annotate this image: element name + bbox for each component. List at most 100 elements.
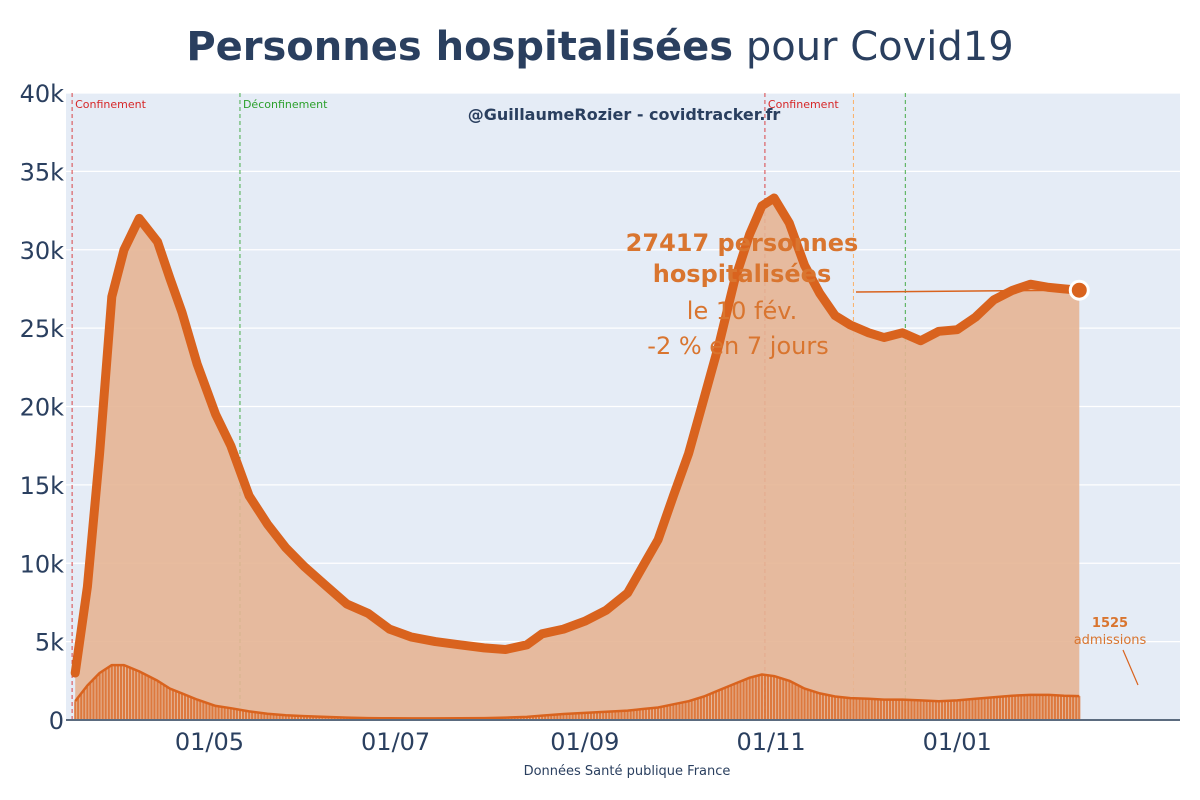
admissions-bar (281, 715, 284, 720)
admissions-bar (150, 677, 153, 720)
admissions-bar (687, 701, 690, 720)
admissions-bar (559, 714, 562, 720)
admissions-bar (675, 703, 678, 720)
admissions-bar (834, 696, 837, 720)
chart-title: Personnes hospitalisées pour Covid19 (0, 24, 1200, 70)
admissions-bar (947, 700, 950, 720)
admissions-bar (773, 676, 776, 720)
admissions-bar (1044, 694, 1047, 720)
admissions-bar (589, 712, 593, 720)
admissions-bar (672, 704, 675, 720)
admissions-bar (959, 700, 962, 720)
admissions-bar (568, 713, 571, 720)
admissions-bar (574, 713, 577, 720)
admissions-bar (260, 712, 263, 720)
admissions-bar (122, 665, 126, 720)
admissions-bar (193, 698, 196, 720)
admissions-bar (937, 701, 940, 720)
admissions-bar (217, 706, 220, 720)
admissions-bar (229, 708, 232, 720)
admissions-bar (763, 674, 767, 720)
admissions-bar (235, 709, 238, 720)
admissions-bar (815, 692, 818, 720)
admissions-bars (74, 665, 1081, 720)
admissions-bar (721, 689, 724, 720)
admissions-bar (812, 691, 815, 720)
admissions-bar (1008, 696, 1011, 720)
admissions-bar (788, 680, 791, 720)
admissions-bar (873, 699, 876, 720)
chart-title-rest: pour Covid19 (733, 24, 1014, 70)
source-note: Données Santé publique France (523, 764, 731, 779)
event-label: Confinement (75, 98, 147, 111)
admissions-bar (745, 678, 748, 720)
admissions-bar (336, 717, 339, 720)
admissions-bar (663, 706, 666, 720)
admissions-bar (1056, 695, 1059, 720)
admissions-bar (635, 709, 638, 720)
admissions-bar (605, 711, 608, 720)
admissions-bar (992, 697, 995, 720)
admissions-bar (950, 700, 953, 720)
admissions-bar (889, 699, 892, 720)
admissions-bar (614, 711, 617, 720)
admissions-bar (708, 694, 712, 720)
admissions-bar (263, 713, 266, 720)
admissions-bar (327, 717, 330, 720)
admissions-bar (541, 715, 544, 720)
admissions-bar (1069, 695, 1072, 720)
admissions-bar (104, 669, 107, 720)
admissions-bar (730, 685, 733, 720)
admissions-bar (156, 680, 159, 720)
admissions-label: admissions (1074, 633, 1147, 648)
admissions-bar (626, 710, 629, 720)
admissions-bar (77, 697, 80, 720)
admissions-bar (287, 715, 290, 720)
admissions-bar (184, 694, 187, 720)
watermark: @GuillaumeRozier - covidtracker.fr (468, 105, 781, 124)
admissions-bar (892, 699, 895, 720)
admissions-bar (580, 713, 583, 720)
admissions-bar (867, 698, 870, 720)
admissions-bar (989, 697, 992, 720)
admissions-bar (623, 710, 626, 720)
admissions-bar (153, 679, 156, 720)
admissions-bar (534, 716, 538, 720)
admissions-bar (275, 714, 278, 720)
admissions-bar (510, 717, 513, 720)
admissions-bar (849, 698, 852, 720)
admissions-value: 1525 (1092, 616, 1128, 631)
admissions-bar (666, 705, 669, 720)
y-tick-label: 20k (20, 394, 65, 422)
admissions-bar (910, 700, 913, 720)
admissions-bar (525, 716, 528, 720)
admissions-bar (748, 677, 751, 720)
admissions-bar (159, 682, 162, 720)
admissions-bar (934, 701, 937, 720)
admissions-bar (983, 698, 986, 720)
admissions-bar (254, 712, 257, 720)
x-tick-label: 01/11 (736, 728, 805, 756)
admissions-bar (882, 699, 886, 720)
admissions-bar (171, 689, 174, 720)
admissions-bar (803, 688, 806, 720)
event-markers: Confinement Déconfinement Confinement (71, 93, 906, 720)
admissions-bar (1011, 695, 1014, 720)
y-tick-label: 40k (20, 80, 65, 108)
admissions-bar (330, 717, 333, 720)
admissions-bar (919, 700, 922, 720)
admissions-bar (733, 683, 736, 720)
admissions-bar (1059, 695, 1063, 720)
admissions-bar (617, 711, 620, 720)
admissions-bar (1035, 694, 1038, 720)
admissions-bar (977, 698, 980, 720)
admissions-bar (1001, 696, 1005, 720)
admissions-bar (925, 700, 928, 720)
admissions-bar (107, 667, 110, 720)
admissions-bar (895, 699, 898, 720)
admissions-bar (638, 709, 641, 720)
y-tick-label: 30k (20, 237, 65, 265)
admissions-bar (272, 714, 275, 720)
admissions-bar (129, 667, 132, 720)
